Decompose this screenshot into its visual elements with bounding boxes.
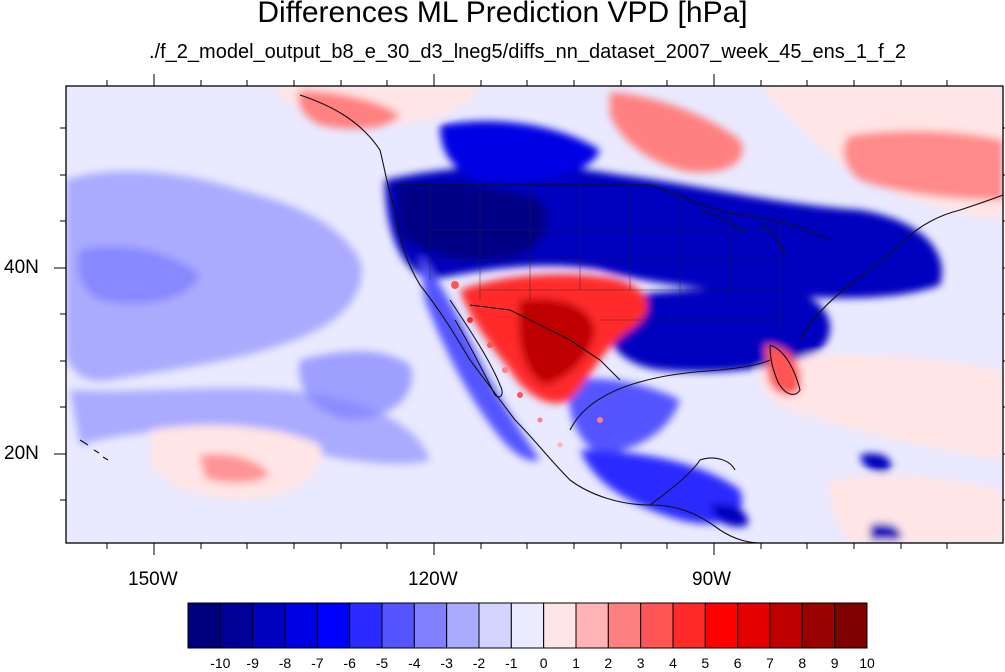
field-pink-caribbean bbox=[828, 475, 1003, 543]
field-blue-pacific-mid bbox=[78, 246, 200, 304]
colorbar-swatch bbox=[704, 602, 739, 649]
field-blue-canada bbox=[440, 121, 600, 182]
colorbar-label: 3 bbox=[636, 655, 645, 671]
coastline-east bbox=[799, 194, 1003, 341]
field-red-southwest-core bbox=[518, 298, 595, 385]
field-red-atlantic-east bbox=[843, 130, 1003, 200]
lon-label-150W: 150W bbox=[128, 569, 178, 590]
colorbar-label: -8 bbox=[278, 655, 292, 671]
field-pink-southeast bbox=[758, 354, 1003, 460]
colorbar-swatch bbox=[543, 602, 577, 649]
colorbar-label: 9 bbox=[830, 655, 839, 671]
colorbar-label: 10 bbox=[859, 655, 875, 671]
colorbar-swatch bbox=[349, 602, 383, 649]
border-us-canada bbox=[395, 184, 831, 241]
field-blue-pacific-west bbox=[66, 171, 362, 381]
field-blue-pacific-east bbox=[299, 351, 412, 420]
field-blue-caribbean-3 bbox=[870, 523, 901, 540]
coastline-west bbox=[299, 94, 761, 543]
colorbar-swatch bbox=[510, 602, 545, 649]
coastlines bbox=[79, 94, 1003, 543]
map-field bbox=[66, 86, 1003, 543]
coastline-baja bbox=[449, 299, 503, 398]
colorbar-swatch bbox=[446, 602, 480, 649]
field-blue-northwest-core bbox=[395, 183, 548, 261]
coastline-gulf bbox=[569, 359, 771, 431]
colorbar-label: 5 bbox=[701, 655, 710, 671]
speckles bbox=[451, 281, 603, 448]
hawaii bbox=[79, 439, 109, 461]
lat-label-40N: 40N bbox=[4, 257, 39, 278]
colorbar-swatch bbox=[478, 602, 512, 649]
colorbar-label: -2 bbox=[472, 655, 486, 671]
field-red-atlantic-north bbox=[610, 92, 743, 173]
field-blue-gulf bbox=[568, 378, 680, 455]
colorbar-swatch bbox=[737, 602, 771, 649]
colorbar-label: -9 bbox=[246, 655, 259, 671]
colorbar-label: -5 bbox=[375, 655, 389, 671]
colorbar-swatch bbox=[672, 602, 706, 649]
axis-ticks bbox=[54, 74, 1005, 555]
colorbar-label: -3 bbox=[440, 655, 453, 671]
colorbar-swatch bbox=[284, 602, 318, 649]
colorbar-swatch bbox=[252, 602, 286, 649]
colorbar-label: -7 bbox=[311, 655, 324, 671]
field-blue-caribbean-1 bbox=[860, 453, 891, 472]
field-blue-pacific-coast bbox=[420, 255, 540, 461]
field-blue-caribbean-2 bbox=[710, 503, 749, 527]
coastline-florida bbox=[769, 344, 801, 395]
colorbar-swatch bbox=[187, 602, 221, 649]
colorbar-swatch bbox=[801, 602, 836, 649]
colorbar-label: 0 bbox=[539, 655, 548, 671]
lat-label-20N: 20N bbox=[4, 443, 39, 464]
state-borders bbox=[429, 185, 781, 330]
colorbar-swatch bbox=[834, 602, 868, 649]
colorbar-swatch bbox=[640, 602, 674, 649]
colorbar-swatch bbox=[575, 602, 609, 649]
coastline-yucatan bbox=[649, 457, 736, 506]
colorbar-label: 6 bbox=[733, 655, 742, 671]
field-red-alaska bbox=[298, 90, 400, 129]
colorbar-label: 2 bbox=[604, 655, 613, 671]
colorbar-swatch bbox=[607, 602, 642, 649]
colorbar bbox=[187, 602, 868, 649]
colorbar-swatch bbox=[219, 602, 254, 649]
colorbar-label: -1 bbox=[505, 655, 518, 671]
colorbar-swatch bbox=[381, 602, 415, 649]
colorbar-label: -10 bbox=[210, 655, 231, 671]
chart-subtitle: ./f_2_model_output_b8_e_30_d3_lneg5/diff… bbox=[149, 41, 906, 63]
colorbar-label: -4 bbox=[408, 655, 421, 671]
colorbar-swatch bbox=[413, 602, 448, 649]
field-red-pacific-south bbox=[200, 453, 270, 483]
colorbar-label: 4 bbox=[669, 655, 677, 671]
colorbar-label: 8 bbox=[798, 655, 807, 671]
colorbar-label: -6 bbox=[343, 655, 356, 671]
colorbar-swatch bbox=[769, 602, 803, 649]
lon-label-90W: 90W bbox=[692, 569, 732, 590]
field-red-florida bbox=[765, 345, 801, 396]
chart-title: Differences ML Prediction VPD [hPa] bbox=[257, 0, 748, 29]
border-us-mexico bbox=[469, 304, 621, 381]
colorbar-swatch bbox=[316, 602, 351, 649]
great-lakes bbox=[699, 209, 786, 256]
colorbar-label: 1 bbox=[572, 655, 580, 671]
colorbar-label: 7 bbox=[766, 655, 774, 671]
field-blue-mexico-south bbox=[580, 450, 742, 524]
lon-label-120W: 120W bbox=[408, 569, 458, 590]
